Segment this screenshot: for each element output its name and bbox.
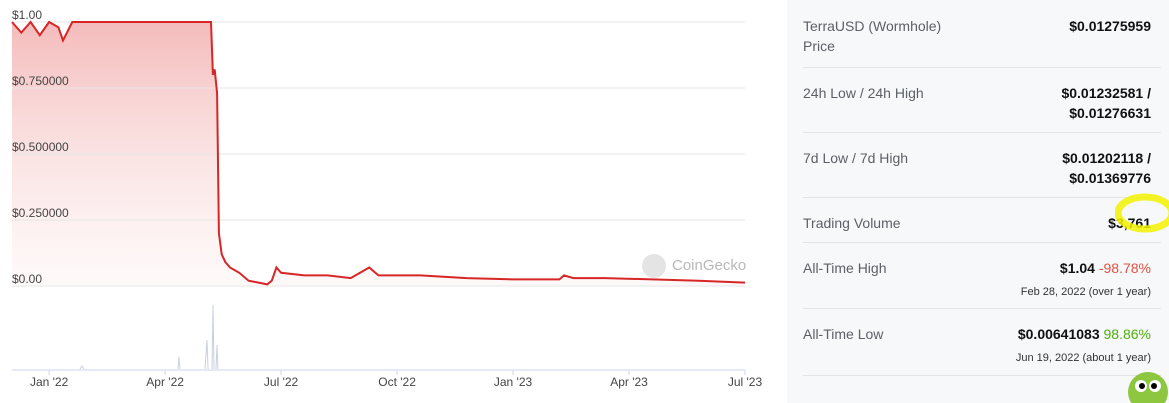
stat-value: $0.01232581 / $0.01276631 [1061, 83, 1151, 123]
x-tick-label: Jul '22 [264, 375, 299, 389]
date: Feb 28, 2022 (over 1 year) [1020, 286, 1151, 298]
x-tick-label: Jul '23 [728, 375, 763, 389]
stat-label: 24h Low / 24h High [803, 85, 924, 101]
stat-value: $1.04 -98.78% Feb 28, 2022 (over 1 year) [1021, 258, 1151, 302]
x-tick-label: Apr '22 [146, 375, 184, 389]
watermark: CoinGecko [672, 257, 746, 274]
stat-row: 7d Low / 7d High $0.01202118 / $0.01369776 [803, 132, 1161, 198]
x-tick-label: Jan '22 [30, 375, 69, 389]
stats-panel: TerraUSD (Wormhole) Price $0.01275959 24h … [787, 0, 1169, 403]
y-tick-label: $0.750000 [12, 74, 69, 88]
y-tick-label: $1.00 [12, 8, 42, 22]
date: Jun 19, 2022 (about 1 year) [1015, 352, 1151, 364]
value-line: $0.01202118 / [1062, 148, 1151, 168]
stat-label: 7d Low / 7d High [803, 150, 909, 166]
stat-row: 24h Low / 24h High $0.01232581 / $0.012766… [803, 67, 1161, 133]
stat-value: $0.01202118 / $0.01369776 [1062, 148, 1151, 188]
stat-label: All-Time Low [803, 326, 884, 342]
mascot-icon [1128, 372, 1168, 403]
stat-row: Trading Volume $3,761 [803, 197, 1161, 243]
change: -98.78% [1098, 260, 1151, 276]
value: $0.01276631 [1069, 105, 1151, 121]
stat-row: All-Time Low $0.00641083 98.86% Jun 19, 20… [803, 308, 1161, 376]
change: 98.86% [1103, 326, 1151, 342]
stat-value: $0.00641083 98.86% Jun 19, 2022 (about 1 … [1016, 324, 1151, 368]
stat-label: TerraUSD (Wormhole) Price [803, 18, 942, 54]
value: $0.01202118 / [1062, 150, 1151, 166]
value: $1.04 [1059, 260, 1095, 276]
stat-label: Trading Volume [803, 215, 901, 231]
value-line: $0.01232581 / [1061, 83, 1151, 103]
stat-label: All-Time High [803, 260, 887, 276]
value: $0.01232581 / [1061, 85, 1151, 101]
navigator-volume [79, 304, 219, 370]
highlight [1115, 193, 1169, 233]
value-line: $0.01275959 [1069, 16, 1151, 36]
value-line: $0.00641083 98.86% [1016, 324, 1151, 344]
y-tick-label: $0.00 [12, 272, 42, 286]
x-tick-label: Jan '23 [494, 375, 533, 389]
watermark-logo [642, 254, 666, 278]
stat-row: TerraUSD (Wormhole) Price $0.01275959 [803, 0, 1161, 68]
price-line [11, 20, 746, 286]
chart: CoinGecko $0.00 $0.250000 $0.500000 $0.7500… [11, 8, 763, 389]
value-line: $1.04 -98.78% [1021, 258, 1151, 278]
value: $0.01275959 [1069, 18, 1151, 34]
stat-value: $0.01275959 [1069, 16, 1151, 36]
value: $0.01369776 [1069, 170, 1151, 186]
stat-row: All-Time High $1.04 -98.78% Feb 28, 2022 (… [803, 242, 1161, 309]
x-tick-label: Apr '23 [610, 375, 648, 389]
y-tick-label: $0.250000 [12, 206, 69, 220]
y-tick-label: $0.500000 [12, 140, 69, 154]
x-tick-label: Oct '22 [378, 375, 416, 389]
value: $0.00641083 [1017, 326, 1100, 342]
